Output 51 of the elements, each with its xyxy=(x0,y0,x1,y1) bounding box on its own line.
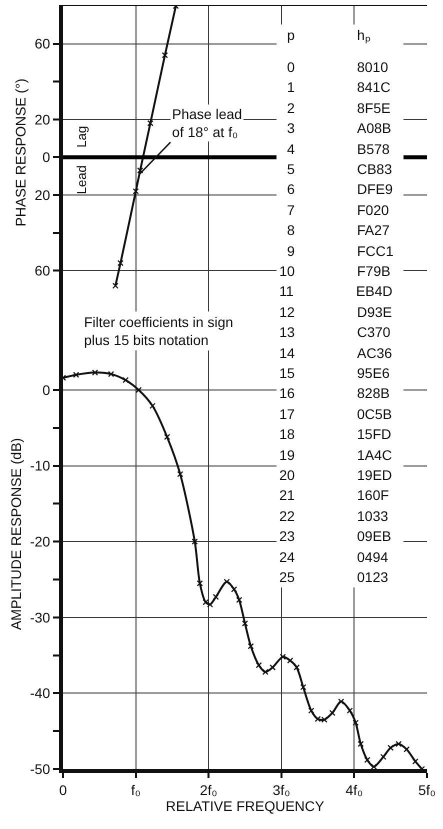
annotation: 8 FA27 xyxy=(279,222,390,238)
annotation: 17 0C5B xyxy=(279,406,392,422)
y-axis-title: AMPLITUDE RESPONSE (dB) xyxy=(8,438,24,630)
y-tick-label: 0 xyxy=(42,382,50,398)
annotation: 0 8010 xyxy=(279,59,388,76)
annotation: 13 C370 xyxy=(279,324,391,340)
y-tick-label: -40 xyxy=(30,685,50,702)
annotation: 21 160F xyxy=(279,487,389,504)
x-tick-label: f₀ xyxy=(130,782,141,798)
y-tick-label: -20 xyxy=(30,533,50,550)
x-tick-label: 5f₀ xyxy=(418,782,436,798)
annotation: Lag xyxy=(74,126,89,148)
annotation: 7 F020 xyxy=(279,202,390,218)
annotation: 20 19ED xyxy=(279,467,392,484)
y-tick-label: 60 xyxy=(34,262,50,279)
y-tick-label: -10 xyxy=(30,458,50,474)
y-tick-label: 60 xyxy=(34,36,50,52)
x-tick-label: 0 xyxy=(59,782,68,798)
annotation: 4 B578 xyxy=(279,141,390,158)
x-tick-label: 2f₀ xyxy=(200,782,218,798)
annotation: 9 FCC1 xyxy=(279,243,394,260)
annotation: 25 0123 xyxy=(279,569,388,586)
y-axis-title: PHASE RESPONSE (°) xyxy=(12,78,29,226)
y-tick-label: -30 xyxy=(30,609,50,626)
annotation: 12 D93E xyxy=(279,304,392,320)
annotation: 1 841C xyxy=(279,79,390,96)
y-tick-label: -50 xyxy=(30,760,50,777)
annotation: 14 AC36 xyxy=(279,345,392,362)
x-tick-label: 3f₀ xyxy=(272,782,290,798)
annotation: 24 0494 xyxy=(279,549,388,566)
annotation: Filter coefficients in sign plus 15 bits notation xyxy=(84,314,234,348)
annotation: 5 CB83 xyxy=(279,161,392,178)
y-tick-label: 20 xyxy=(34,111,50,128)
x-axis-title: RELATIVE FREQUENCY xyxy=(166,798,325,814)
annotation: 15 95E6 xyxy=(279,365,390,382)
annotation: 16 828B xyxy=(279,385,390,402)
annotation: 2 8F5E xyxy=(279,100,390,116)
annotation: 23 09EB xyxy=(279,528,392,544)
y-tick-label: 0 xyxy=(42,149,50,166)
x-tick-label: 4f₀ xyxy=(345,782,364,798)
annotation: 10 F79B xyxy=(279,263,390,280)
annotation: Lead xyxy=(74,165,90,194)
annotation: 11 EB4D xyxy=(279,283,393,300)
annotation: 3 A08B xyxy=(279,120,392,136)
annotation: 6 DFE9 xyxy=(279,181,393,198)
annotation: 19 1A4C xyxy=(279,447,392,464)
annotation: Phase lead of 18° at f₀ xyxy=(172,106,242,140)
annotation: 18 15FD xyxy=(279,426,392,442)
annotation: p hₚ xyxy=(279,27,371,44)
y-tick-label: 20 xyxy=(34,186,50,203)
annotation: 22 1033 xyxy=(279,508,388,524)
